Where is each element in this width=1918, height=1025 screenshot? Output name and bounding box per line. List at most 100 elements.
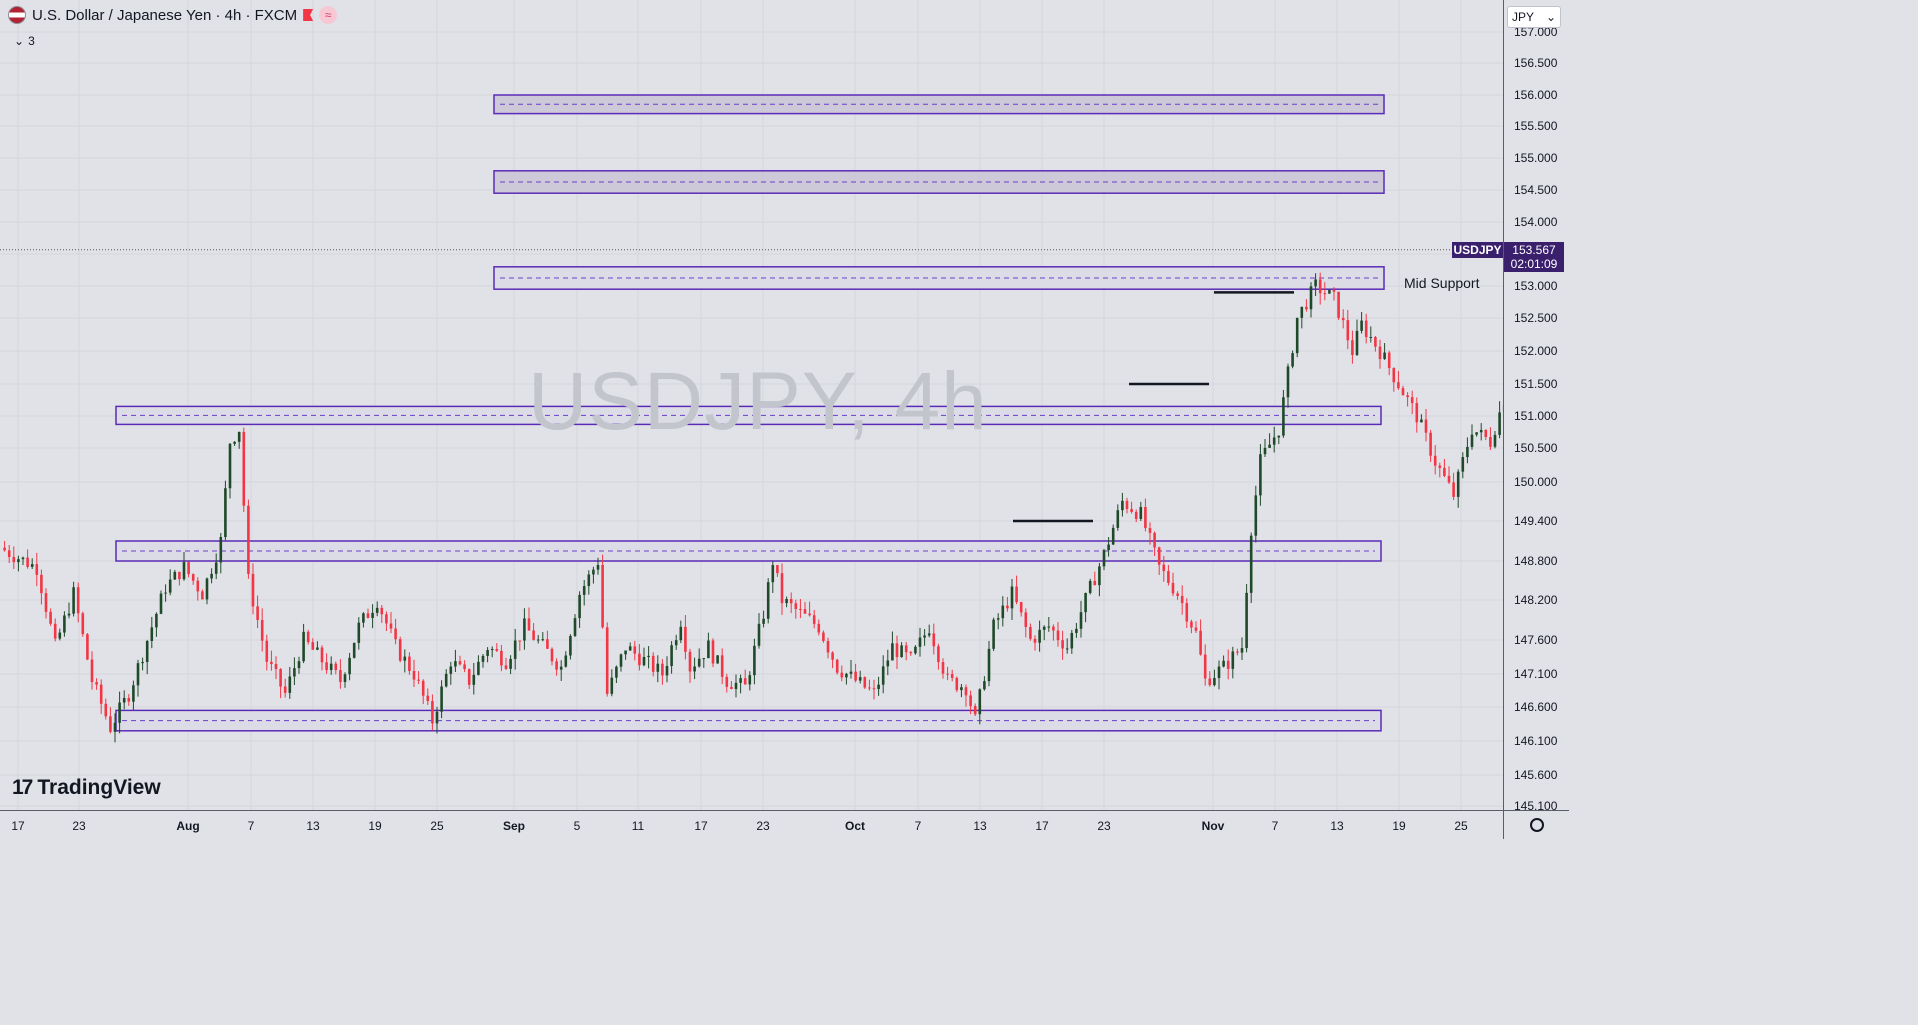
candle-body: [1033, 638, 1037, 643]
candle-body: [1249, 535, 1253, 593]
candle-body: [1397, 382, 1400, 389]
candle-body: [1410, 397, 1414, 404]
candle-body: [1341, 317, 1345, 321]
time-tick-label: 23: [72, 819, 86, 833]
axis-settings[interactable]: [1503, 810, 1569, 839]
chart-area[interactable]: USDJPY, 4h Mid Support U.S. Dollar / Jap…: [0, 0, 1503, 810]
mid-support-label: Mid Support: [1404, 275, 1480, 291]
candle-body: [228, 443, 232, 489]
candle-body: [219, 537, 223, 563]
candle-body: [1194, 627, 1198, 631]
candle-body: [881, 666, 885, 685]
candle-body: [40, 574, 43, 594]
candle-body: [964, 687, 968, 696]
last-price-badge: 153.567 02:01:09: [1504, 242, 1564, 272]
candle-body: [63, 615, 66, 633]
candle-body: [224, 488, 227, 538]
candle-body: [978, 689, 982, 715]
candle-body: [182, 562, 186, 580]
candle-body: [320, 647, 324, 663]
settings-gear-icon[interactable]: [1530, 818, 1544, 832]
candle-body: [477, 661, 480, 675]
candle-body: [909, 652, 913, 654]
candle-body: [651, 655, 655, 672]
candle-body: [1001, 605, 1005, 619]
candle-body: [316, 647, 319, 650]
candle-body: [647, 655, 650, 657]
time-tick-label: 7: [914, 819, 922, 833]
time-tick-label: Aug: [176, 819, 200, 833]
symbol-title[interactable]: U.S. Dollar / Japanese Yen · 4h · FXCM: [32, 6, 298, 24]
candle-body: [1130, 509, 1133, 512]
candle-body: [454, 661, 457, 667]
time-tick-label: Sep: [502, 819, 526, 833]
candle-body: [1383, 352, 1386, 360]
candle-body: [596, 564, 600, 570]
candle-body: [697, 658, 701, 667]
tradingview-logo[interactable]: 17 TradingView: [12, 776, 161, 800]
candle-body: [550, 648, 554, 662]
candle-body: [348, 657, 351, 675]
candle-body: [155, 613, 158, 628]
candle-body: [582, 586, 586, 595]
candle-body: [573, 618, 577, 636]
price-tick-label: 153.000: [1514, 279, 1558, 293]
candle-body: [1093, 580, 1097, 586]
price-tick-label: 151.000: [1514, 409, 1558, 423]
candle-body: [435, 711, 439, 724]
candle-body: [256, 606, 259, 621]
candle-body: [1153, 532, 1156, 548]
candle-body: [987, 648, 991, 682]
chevron-down-icon: ⌄: [1545, 10, 1556, 24]
candle-body: [136, 663, 140, 686]
candle-body: [518, 640, 522, 642]
candle-body: [247, 505, 250, 574]
candle-body: [293, 668, 296, 677]
candle-body: [1438, 465, 1442, 468]
chart-legend[interactable]: U.S. Dollar / Japanese Yen · 4h · FXCM ≈: [8, 6, 338, 24]
sr-zone: [493, 266, 1385, 290]
candle-body: [817, 623, 821, 633]
flag-marker-icon[interactable]: [303, 9, 314, 21]
candle-body: [1185, 603, 1189, 622]
candle-body: [812, 615, 816, 624]
candle-body: [274, 664, 278, 670]
candle-body: [1475, 432, 1478, 435]
candle-body: [49, 611, 52, 624]
candle-body: [854, 671, 857, 681]
candle-body: [260, 620, 264, 641]
candle-body: [1111, 527, 1115, 545]
price-chart[interactable]: [0, 0, 1503, 810]
candle-body: [895, 643, 899, 658]
wave-icon[interactable]: ≈: [319, 6, 338, 24]
candle-body: [86, 634, 89, 660]
time-tick-label: 11: [631, 819, 645, 833]
candle-body: [1433, 455, 1437, 466]
candle-body: [1309, 286, 1313, 310]
candle-body: [578, 594, 581, 619]
candle-body: [1199, 630, 1202, 655]
candle-body: [90, 659, 94, 683]
candle-body: [21, 557, 25, 560]
candle-body: [619, 654, 623, 667]
candle-body: [983, 681, 986, 690]
time-axis[interactable]: 17 23 Aug 7 13 19 25 Sep 5 11 17 23 Oct 7 13 17 23 Nov 7 13…: [0, 810, 1503, 839]
candle-body: [366, 613, 370, 618]
candle-body: [1277, 435, 1281, 438]
candle-body: [858, 677, 862, 681]
candle-body: [615, 666, 618, 678]
candle-body: [992, 619, 995, 649]
candle-body: [785, 599, 788, 604]
candle-body: [233, 441, 236, 444]
candle-body: [904, 645, 908, 653]
indicators-toggle[interactable]: ⌄ 3: [14, 34, 35, 48]
price-axis[interactable]: 157.000 156.500 156.000 155.500 155.000 154.5…: [1503, 0, 1569, 813]
currency-select[interactable]: JPY ⌄: [1507, 6, 1561, 28]
candle-body: [329, 663, 333, 671]
candle-body: [1323, 293, 1327, 295]
candle-body: [3, 547, 6, 551]
candle-body: [1134, 511, 1138, 519]
candle-body: [1498, 412, 1501, 435]
candle-body: [734, 682, 738, 689]
candle-body: [780, 573, 784, 604]
